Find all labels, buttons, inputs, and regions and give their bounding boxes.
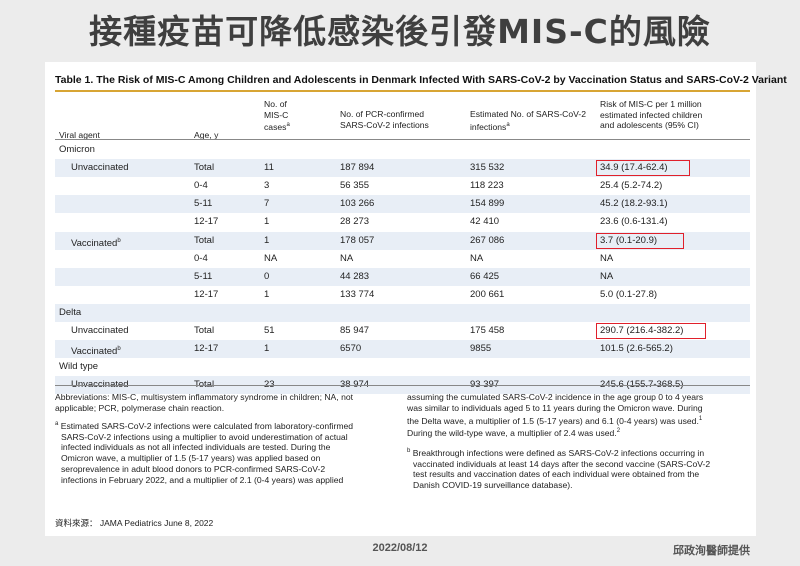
table-row: 12-17 1 133 774 200 661 5.0 (0.1-27.8) <box>55 286 750 304</box>
table-row: Vaccinatedb Total 1 178 057 267 086 3.7 (0.1-… <box>55 231 750 250</box>
highlight-box <box>596 160 690 177</box>
cell-mis-c-cases: 23 <box>264 379 275 391</box>
cell-pcr-infections: 38 974 <box>340 379 370 391</box>
cell-risk: 23.6 (0.6-131.4) <box>600 216 668 228</box>
header-risk: Risk of MIS-C per 1 million estimated in… <box>600 99 703 130</box>
footnote-a: a Estimated SARS-CoV-2 infections were c… <box>55 420 354 485</box>
table-row: Vaccinatedb 12-17 1 6570 9855 101.5 (2.6-565.… <box>55 340 750 359</box>
cell-age: 12-17 <box>194 343 219 355</box>
table-row: Omicron <box>55 141 750 159</box>
table-row: 5-11 0 44 283 66 425 NA <box>55 267 750 286</box>
header-mis-c-cases: No. of MIS-C casesa <box>264 99 290 132</box>
table-row: 0-4 NA NA NA NA <box>55 250 750 268</box>
cell-mis-c-cases: 0 <box>264 270 270 282</box>
header-age: Age, y <box>194 130 219 140</box>
cell-age: 5-11 <box>194 198 213 210</box>
cell-mis-c-cases: NA <box>264 252 278 264</box>
table-row: 12-17 1 28 273 42 410 23.6 (0.6-131.4) <box>55 213 750 231</box>
cell-risk: 290.7 (216.4-382.2) <box>600 325 684 336</box>
cell-pcr-infections: 56 355 <box>340 180 370 192</box>
footer-credit: 邱政洵醫師提供 <box>673 544 750 557</box>
cell-viral-agent: Wild type <box>59 361 99 373</box>
footnote-a-continued: assuming the cumulated SARS-CoV-2 incide… <box>407 392 704 439</box>
caption-rule <box>55 90 750 92</box>
cell-age: 12-17 <box>194 288 219 300</box>
cell-mis-c-cases: 3 <box>264 180 270 192</box>
cell-estimated-infections: 267 086 <box>470 234 505 246</box>
page-headline: 接種疫苗可降低感染後引發MIS-C的風險 <box>89 12 711 51</box>
cell-risk: 5.0 (0.1-27.8) <box>600 288 658 300</box>
cell-mis-c-cases: 1 <box>264 288 270 300</box>
highlight-box <box>596 323 706 339</box>
cell-estimated-infections: 9855 <box>470 343 492 355</box>
cell-estimated-infections: 315 532 <box>470 162 505 174</box>
cell-risk: 25.4 (5.2-74.2) <box>600 180 663 192</box>
cell-pcr-infections: 85 947 <box>340 325 370 336</box>
cell-risk: 3.7 (0.1-20.9) <box>600 234 658 246</box>
cell-age: Total <box>194 162 215 174</box>
cell-mis-c-cases: 11 <box>264 162 274 174</box>
cell-risk: 245.6 (155.7-368.5) <box>600 379 684 391</box>
header-viral-agent: Viral agent <box>59 130 100 140</box>
cell-estimated-infections: 93 397 <box>470 379 500 391</box>
header-rule <box>55 139 750 140</box>
footnote-abbreviations: Abbreviations: MIS-C, multisystem inflam… <box>55 392 354 413</box>
cell-viral-agent: Omicron <box>59 144 95 155</box>
table-card: Table 1. The Risk of MIS-C Among Childre… <box>45 62 787 536</box>
cell-pcr-infections: 187 894 <box>340 162 375 174</box>
cell-pcr-infections: NA <box>340 252 354 264</box>
cell-pcr-infections: 103 266 <box>340 198 375 210</box>
table-row: Delta <box>55 303 750 322</box>
cell-age: 5-11 <box>194 270 213 282</box>
cell-viral-agent: Unvaccinated <box>71 162 129 174</box>
cell-age: Total <box>194 234 215 246</box>
cell-estimated-infections: 154 899 <box>470 198 505 210</box>
cell-risk: NA <box>600 252 614 264</box>
table-row: 5-11 7 103 266 154 899 45.2 (18.2-93.1) <box>55 195 750 214</box>
cell-mis-c-cases: 1 <box>264 343 270 355</box>
cell-pcr-infections: 28 273 <box>340 216 370 228</box>
cell-viral-agent: Unvaccinated <box>71 379 129 391</box>
cell-estimated-infections: NA <box>470 252 484 264</box>
cell-mis-c-cases: 1 <box>264 234 270 246</box>
cell-pcr-infections: 133 774 <box>340 288 375 300</box>
header-pcr-infections: No. of PCR-confirmed SARS-CoV-2 infectio… <box>340 109 429 130</box>
source-citation: 資料來源： JAMA Pediatrics June 8, 2022 <box>55 518 214 528</box>
cell-mis-c-cases: 51 <box>264 325 275 336</box>
cell-age: Total <box>194 379 215 391</box>
highlight-box <box>596 232 684 249</box>
cell-age: 0-4 <box>194 180 208 192</box>
cell-age: 0-4 <box>194 252 208 264</box>
cell-pcr-infections: 178 057 <box>340 234 375 246</box>
cell-estimated-infections: 66 425 <box>470 270 500 282</box>
cell-mis-c-cases: 7 <box>264 198 270 210</box>
cell-pcr-infections: 6570 <box>340 343 362 355</box>
cell-risk: NA <box>600 270 614 282</box>
cell-estimated-infections: 118 223 <box>470 180 504 192</box>
header-estimated-infections: Estimated No. of SARS-CoV-2 infectionsa <box>470 109 587 132</box>
cell-age: 12-17 <box>194 216 219 228</box>
cell-viral-agent: Vaccinatedb <box>71 237 121 249</box>
cell-estimated-infections: 175 458 <box>470 325 505 336</box>
cell-estimated-infections: 42 410 <box>470 216 500 228</box>
table-row: Unvaccinated Total 11 187 894 315 532 34.9 (1… <box>55 159 750 178</box>
cell-viral-agent: Unvaccinated <box>71 325 129 336</box>
cell-pcr-infections: 44 283 <box>340 270 370 282</box>
table-row: 0-4 3 56 355 118 223 25.4 (5.2-74.2) <box>55 177 750 195</box>
cell-age: Total <box>194 325 215 336</box>
table-bottom-rule <box>55 385 750 386</box>
cell-viral-agent: Vaccinatedb <box>71 346 121 358</box>
cell-risk: 34.9 (17.4-62.4) <box>600 162 668 174</box>
table-row: Wild type <box>55 358 750 376</box>
cell-estimated-infections: 200 661 <box>470 288 505 300</box>
cell-viral-agent: Delta <box>59 306 82 318</box>
cell-mis-c-cases: 1 <box>264 216 270 228</box>
footer-date: 2022/08/12 <box>372 542 428 554</box>
table-row: Unvaccinated Total 51 85 947 175 458 290.7 (2… <box>55 322 750 340</box>
footnote-b: b Breakthrough infections were defined a… <box>407 447 711 491</box>
cell-risk: 101.5 (2.6-565.2) <box>600 343 673 355</box>
cell-risk: 45.2 (18.2-93.1) <box>600 198 668 210</box>
table-caption: Table 1. The Risk of MIS-C Among Childre… <box>55 74 787 86</box>
